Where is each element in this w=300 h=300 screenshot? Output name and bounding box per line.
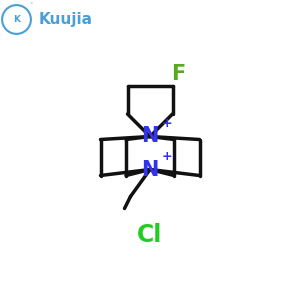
Text: F: F <box>171 64 186 83</box>
Text: °: ° <box>29 3 32 8</box>
Text: +: + <box>162 150 173 164</box>
Text: N: N <box>141 160 159 179</box>
Text: +: + <box>162 117 173 130</box>
Text: N: N <box>141 127 159 146</box>
Text: Cl: Cl <box>137 224 163 248</box>
Text: K: K <box>13 15 20 24</box>
Text: Kuujia: Kuujia <box>38 12 92 27</box>
